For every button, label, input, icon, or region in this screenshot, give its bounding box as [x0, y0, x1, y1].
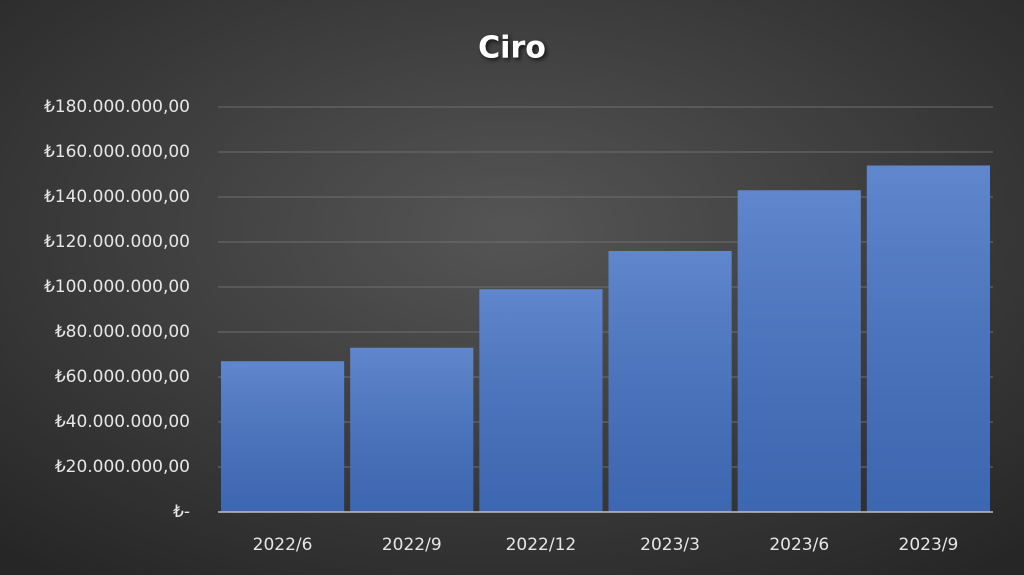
- bar-shade: [221, 361, 345, 512]
- y-tick-label: ₺100.000.000,00: [44, 277, 190, 297]
- y-tick-label: ₺20.000.000,00: [55, 457, 190, 477]
- x-tick-label: 2022/6: [253, 535, 313, 555]
- bar-shade: [608, 251, 732, 512]
- y-tick-label: ₺60.000.000,00: [55, 367, 190, 387]
- y-tick-label: ₺180.000.000,00: [44, 97, 190, 117]
- y-tick-label: ₺140.000.000,00: [44, 187, 190, 207]
- bar-shade: [737, 190, 861, 512]
- x-tick-label: 2022/9: [382, 535, 442, 555]
- y-tick-label: ₺40.000.000,00: [55, 412, 190, 432]
- chart-title: Ciro: [478, 31, 546, 66]
- y-tick-label: ₺160.000.000,00: [44, 142, 190, 162]
- x-tick-label: 2022/12: [506, 535, 577, 555]
- y-tick-label: ₺120.000.000,00: [44, 232, 190, 252]
- bar-shade: [479, 289, 603, 512]
- y-tick-label: ₺80.000.000,00: [55, 322, 190, 342]
- bar-shade: [866, 165, 990, 512]
- bar-shade: [350, 347, 474, 512]
- x-tick-label: 2023/3: [640, 535, 700, 555]
- y-tick-label: ₺-: [173, 502, 190, 522]
- x-tick-label: 2023/9: [899, 535, 959, 555]
- x-tick-label: 2023/6: [769, 535, 829, 555]
